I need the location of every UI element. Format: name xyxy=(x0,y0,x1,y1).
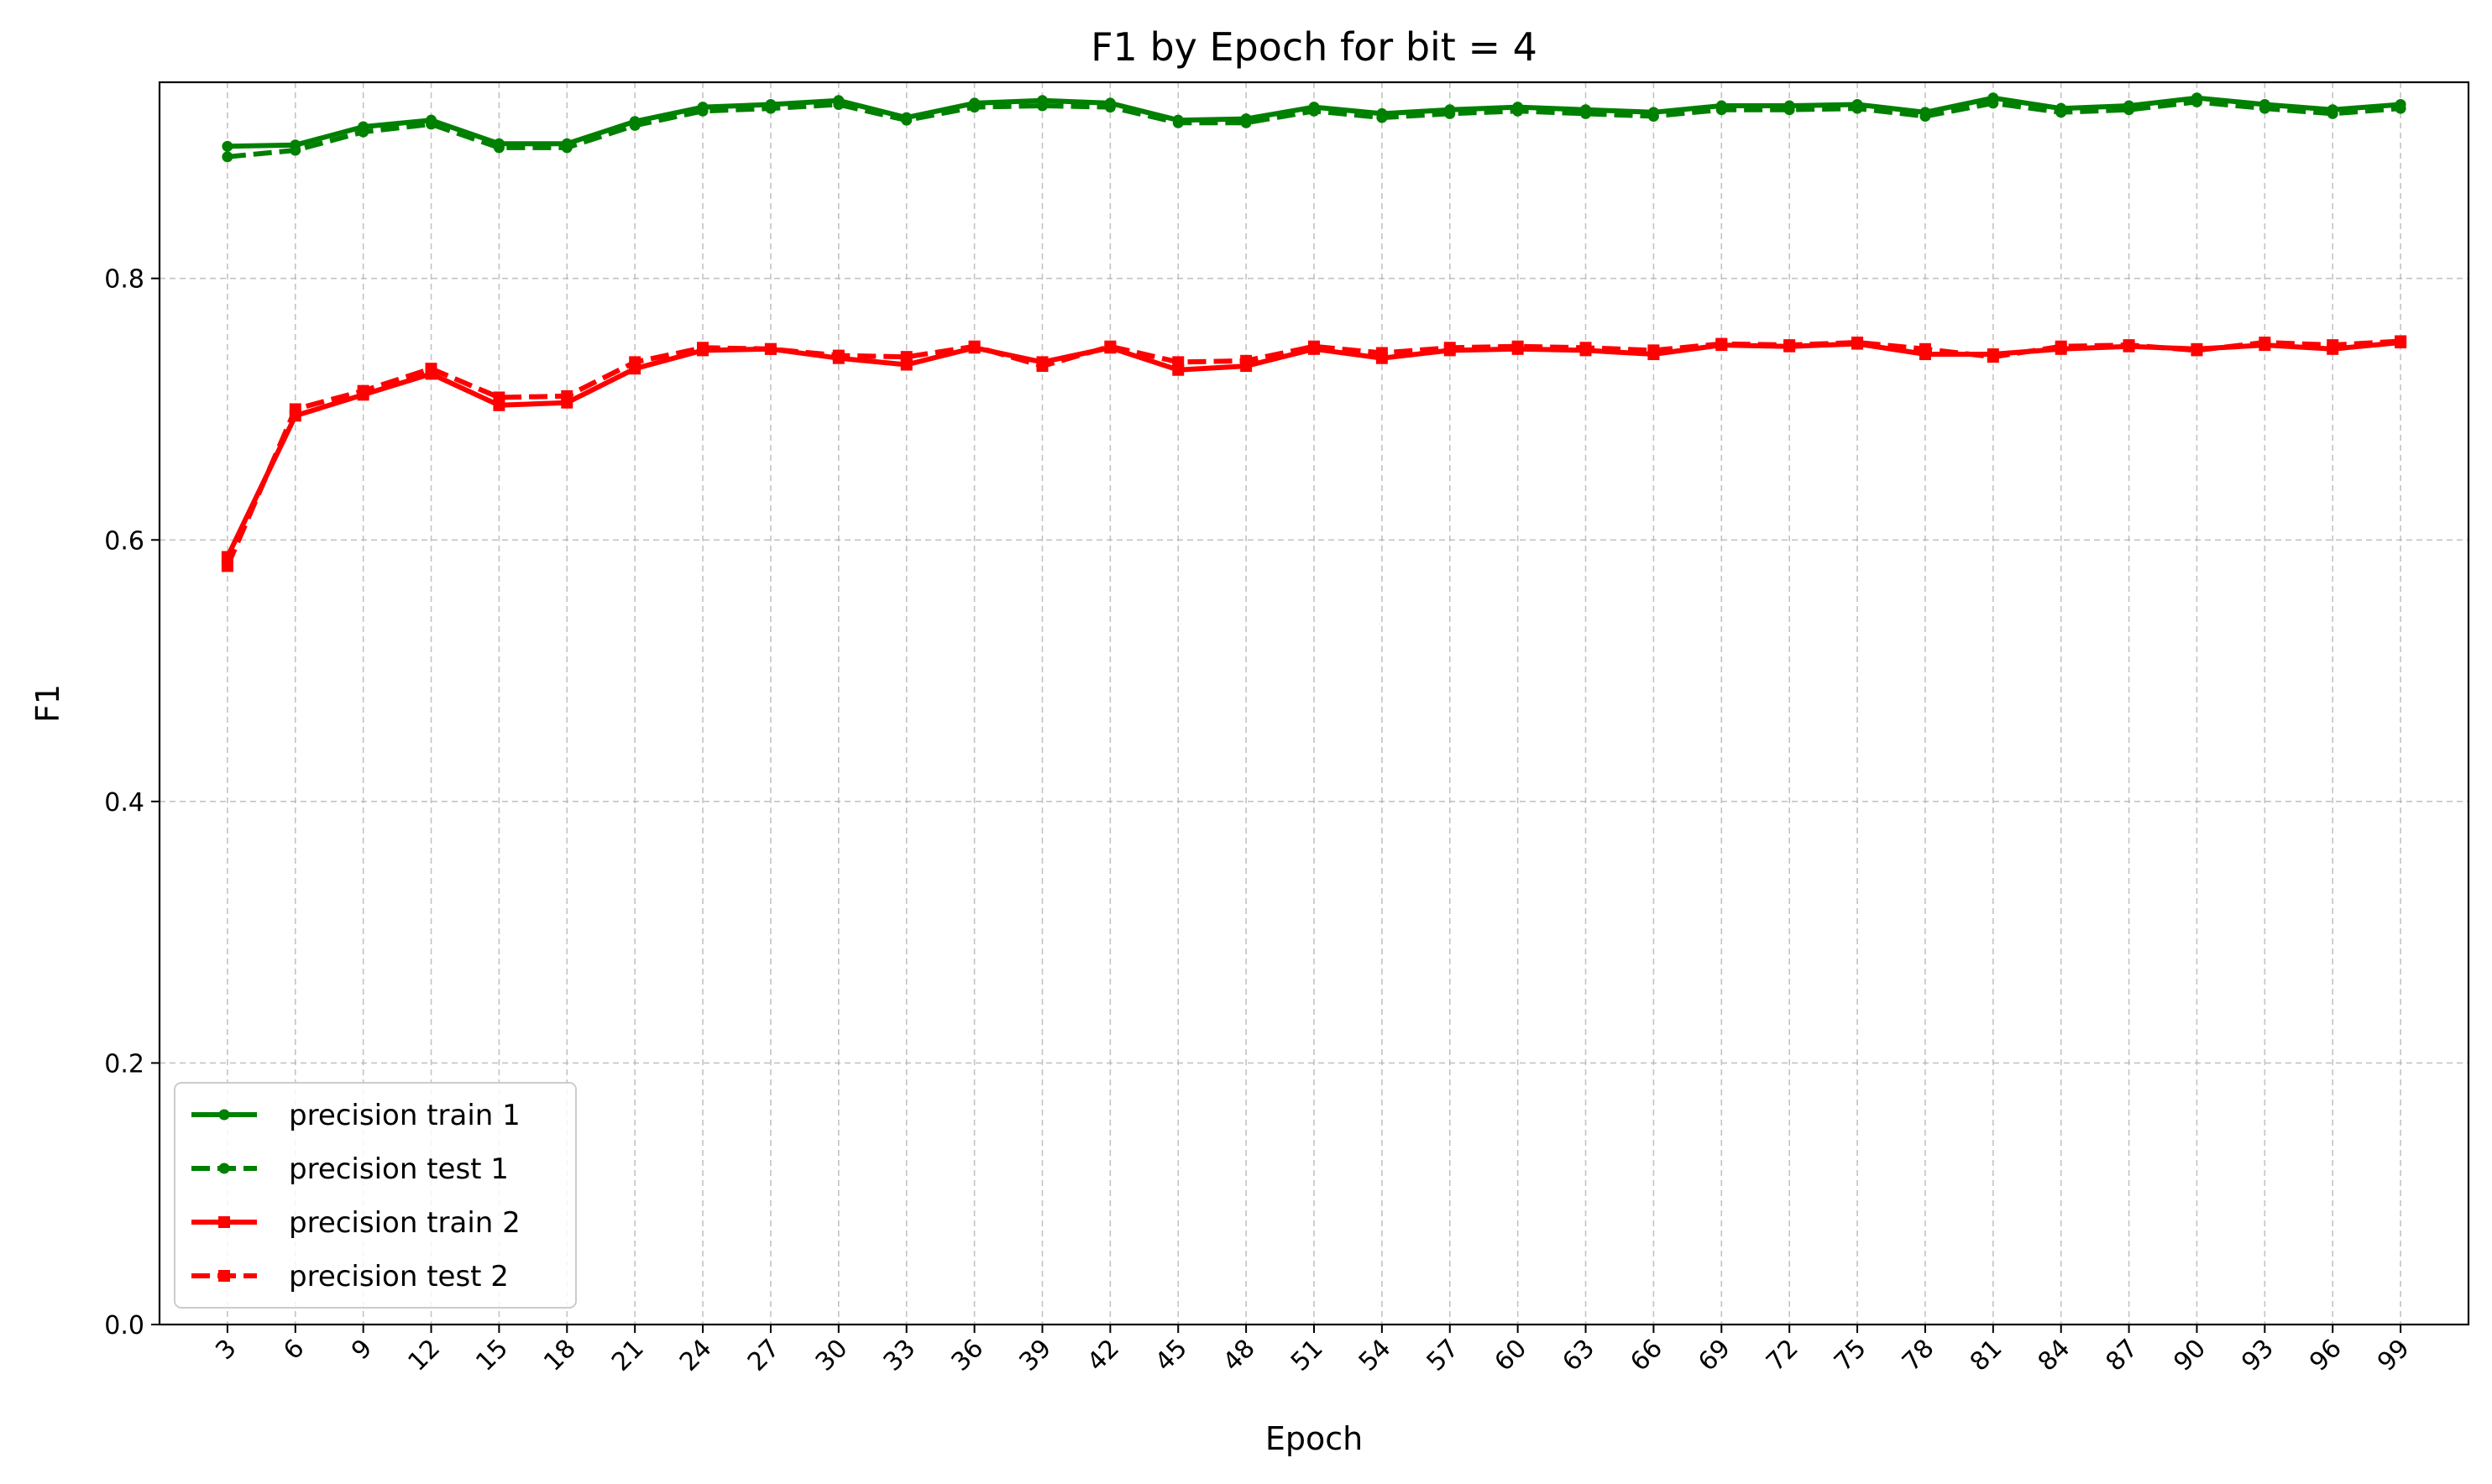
legend-marker xyxy=(218,1270,230,1282)
y-tick-label: 0.6 xyxy=(104,526,144,556)
legend-item: precision train 1 xyxy=(191,1099,521,1132)
data-point xyxy=(1987,351,1999,363)
data-point xyxy=(2055,107,2067,118)
data-point xyxy=(1851,102,1863,114)
data-point xyxy=(1104,102,1116,113)
data-point xyxy=(222,140,233,152)
data-point xyxy=(697,342,709,354)
legend-label: precision train 2 xyxy=(289,1206,521,1240)
chart-title: F1 by Epoch for bit = 4 xyxy=(1091,24,1537,70)
data-point xyxy=(222,151,233,163)
data-point xyxy=(1375,347,1388,359)
data-point xyxy=(1240,354,1253,367)
data-point xyxy=(1715,104,1727,116)
data-point xyxy=(561,389,573,402)
series-precision-test-2 xyxy=(221,335,2407,572)
data-point xyxy=(1308,340,1320,353)
y-axis: 0.0 0.2 0.4 0.6 0.8 xyxy=(104,265,160,1340)
legend-item: precision train 2 xyxy=(191,1206,521,1240)
data-point xyxy=(1172,356,1185,368)
data-point xyxy=(357,384,369,397)
data-point xyxy=(425,363,437,375)
data-point xyxy=(289,403,301,415)
legend-item: precision test 1 xyxy=(191,1152,509,1186)
data-point xyxy=(1172,117,1184,128)
data-point xyxy=(1512,105,1524,117)
grid-lines xyxy=(160,82,2468,1325)
data-point xyxy=(1104,340,1117,353)
series-line xyxy=(225,338,2401,567)
data-point xyxy=(1444,107,1456,119)
data-point xyxy=(221,560,233,572)
legend-marker xyxy=(218,1109,230,1121)
y-tick-label: 0.8 xyxy=(104,265,144,295)
y-tick-label: 0.2 xyxy=(104,1049,144,1079)
data-point xyxy=(1036,100,1048,112)
data-point xyxy=(1783,104,1795,116)
data-point xyxy=(833,98,845,110)
y-axis-label: F1 xyxy=(29,684,66,723)
series-group xyxy=(221,92,2407,572)
data-point xyxy=(2259,337,2271,349)
data-point xyxy=(561,142,573,154)
legend-label: precision train 1 xyxy=(289,1099,521,1132)
data-point xyxy=(2395,102,2406,114)
data-point xyxy=(358,126,369,138)
data-point xyxy=(2191,344,2203,357)
y-tick-label: 0.4 xyxy=(104,788,144,818)
data-point xyxy=(493,391,505,404)
data-point xyxy=(901,114,913,126)
x-axis-label: Epoch xyxy=(1265,1420,1363,1457)
data-point xyxy=(2259,102,2270,114)
data-point xyxy=(1647,344,1660,357)
data-point xyxy=(1919,111,1931,123)
data-point xyxy=(2395,335,2407,347)
data-point xyxy=(1240,117,1252,128)
data-point xyxy=(1308,105,1320,117)
data-point xyxy=(832,349,845,362)
legend-label: precision test 1 xyxy=(289,1152,509,1186)
data-point xyxy=(629,119,641,131)
legend: precision train 1 precision test 1 precisi… xyxy=(174,1082,577,1309)
data-point xyxy=(1783,339,1796,352)
legend-frame xyxy=(174,1082,577,1309)
series-precision-test-1 xyxy=(222,96,2406,163)
y-tick-label: 0.0 xyxy=(104,1311,144,1340)
data-point xyxy=(629,356,641,368)
data-point xyxy=(2055,340,2067,353)
data-point xyxy=(1036,360,1049,373)
data-point xyxy=(2191,96,2202,107)
data-point xyxy=(2327,107,2338,119)
data-point xyxy=(426,118,437,130)
legend-label: precision test 2 xyxy=(289,1260,509,1293)
data-point xyxy=(764,342,777,355)
data-point xyxy=(290,144,301,156)
data-point xyxy=(1511,340,1524,353)
data-point xyxy=(697,105,709,117)
legend-marker xyxy=(218,1163,230,1174)
data-point xyxy=(493,142,505,154)
legend-marker xyxy=(218,1216,230,1228)
data-point xyxy=(1647,111,1659,123)
data-point xyxy=(1580,107,1592,119)
data-point xyxy=(1443,342,1456,354)
data-point xyxy=(2327,339,2339,352)
data-point xyxy=(969,102,981,113)
data-point xyxy=(1715,337,1728,350)
data-point xyxy=(1919,342,1931,355)
data-point xyxy=(2123,339,2135,352)
data-point xyxy=(2123,104,2135,116)
data-point xyxy=(1987,97,1999,109)
data-point xyxy=(968,340,981,353)
data-point xyxy=(1579,342,1592,354)
legend-item: precision test 2 xyxy=(191,1260,509,1293)
data-point xyxy=(1851,337,1864,349)
data-point xyxy=(765,102,777,114)
data-point xyxy=(1376,112,1388,123)
data-point xyxy=(900,351,913,363)
